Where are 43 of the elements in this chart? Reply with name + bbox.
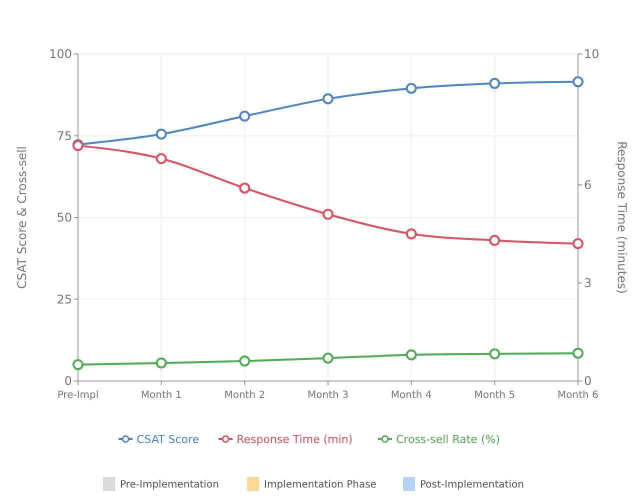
text: Pre-Implementation (120, 480, 219, 490)
point (406, 82, 417, 94)
point (156, 153, 167, 164)
x-tick-label: Month 6 (558, 390, 598, 401)
point (489, 234, 500, 246)
point (572, 76, 584, 88)
point (156, 358, 167, 369)
legend-label: Cross-sell Rate (%) (396, 432, 500, 446)
x-tick-label: Month 1 (140, 390, 182, 401)
point (406, 228, 417, 240)
y-axis-title: CSAT Score & Cross-sell (15, 146, 29, 289)
point (239, 356, 250, 367)
point (239, 110, 250, 122)
y2-tick-label: 3 (584, 276, 592, 290)
y-tick-label: 75 (56, 128, 72, 143)
y2-tick-label: 6 (584, 178, 592, 192)
legend-label: Response Time (min) (236, 432, 353, 446)
y2-tick-label: 10 (584, 47, 600, 62)
point (572, 238, 584, 250)
y-tick-label: 50 (56, 210, 72, 225)
legend-label: CSAT Score (136, 432, 200, 446)
x-tick-label: Month 4 (390, 390, 432, 401)
point (572, 348, 584, 359)
y2-axis-title: Response Time (minutes) (615, 141, 629, 294)
point (156, 128, 167, 140)
point (489, 78, 500, 89)
point (239, 182, 250, 194)
y-tick-label: 100 (49, 47, 72, 62)
y2-tick-label: 0 (584, 374, 592, 388)
point (489, 348, 500, 360)
text: Post-Implementation (420, 480, 524, 490)
y-tick-label: 25 (56, 292, 72, 306)
point (322, 352, 334, 364)
x-tick-label: Month 3 (308, 390, 348, 401)
point (322, 93, 334, 104)
y-tick-label: 0 (64, 374, 72, 388)
x-tick-label: Month 5 (474, 390, 516, 401)
x-tick-label: Pre-Impl (57, 390, 99, 401)
text: Implementation Phase (264, 480, 376, 490)
point (72, 359, 84, 370)
point (322, 208, 334, 220)
x-tick-label: Month 2 (224, 390, 266, 401)
point (406, 349, 417, 360)
